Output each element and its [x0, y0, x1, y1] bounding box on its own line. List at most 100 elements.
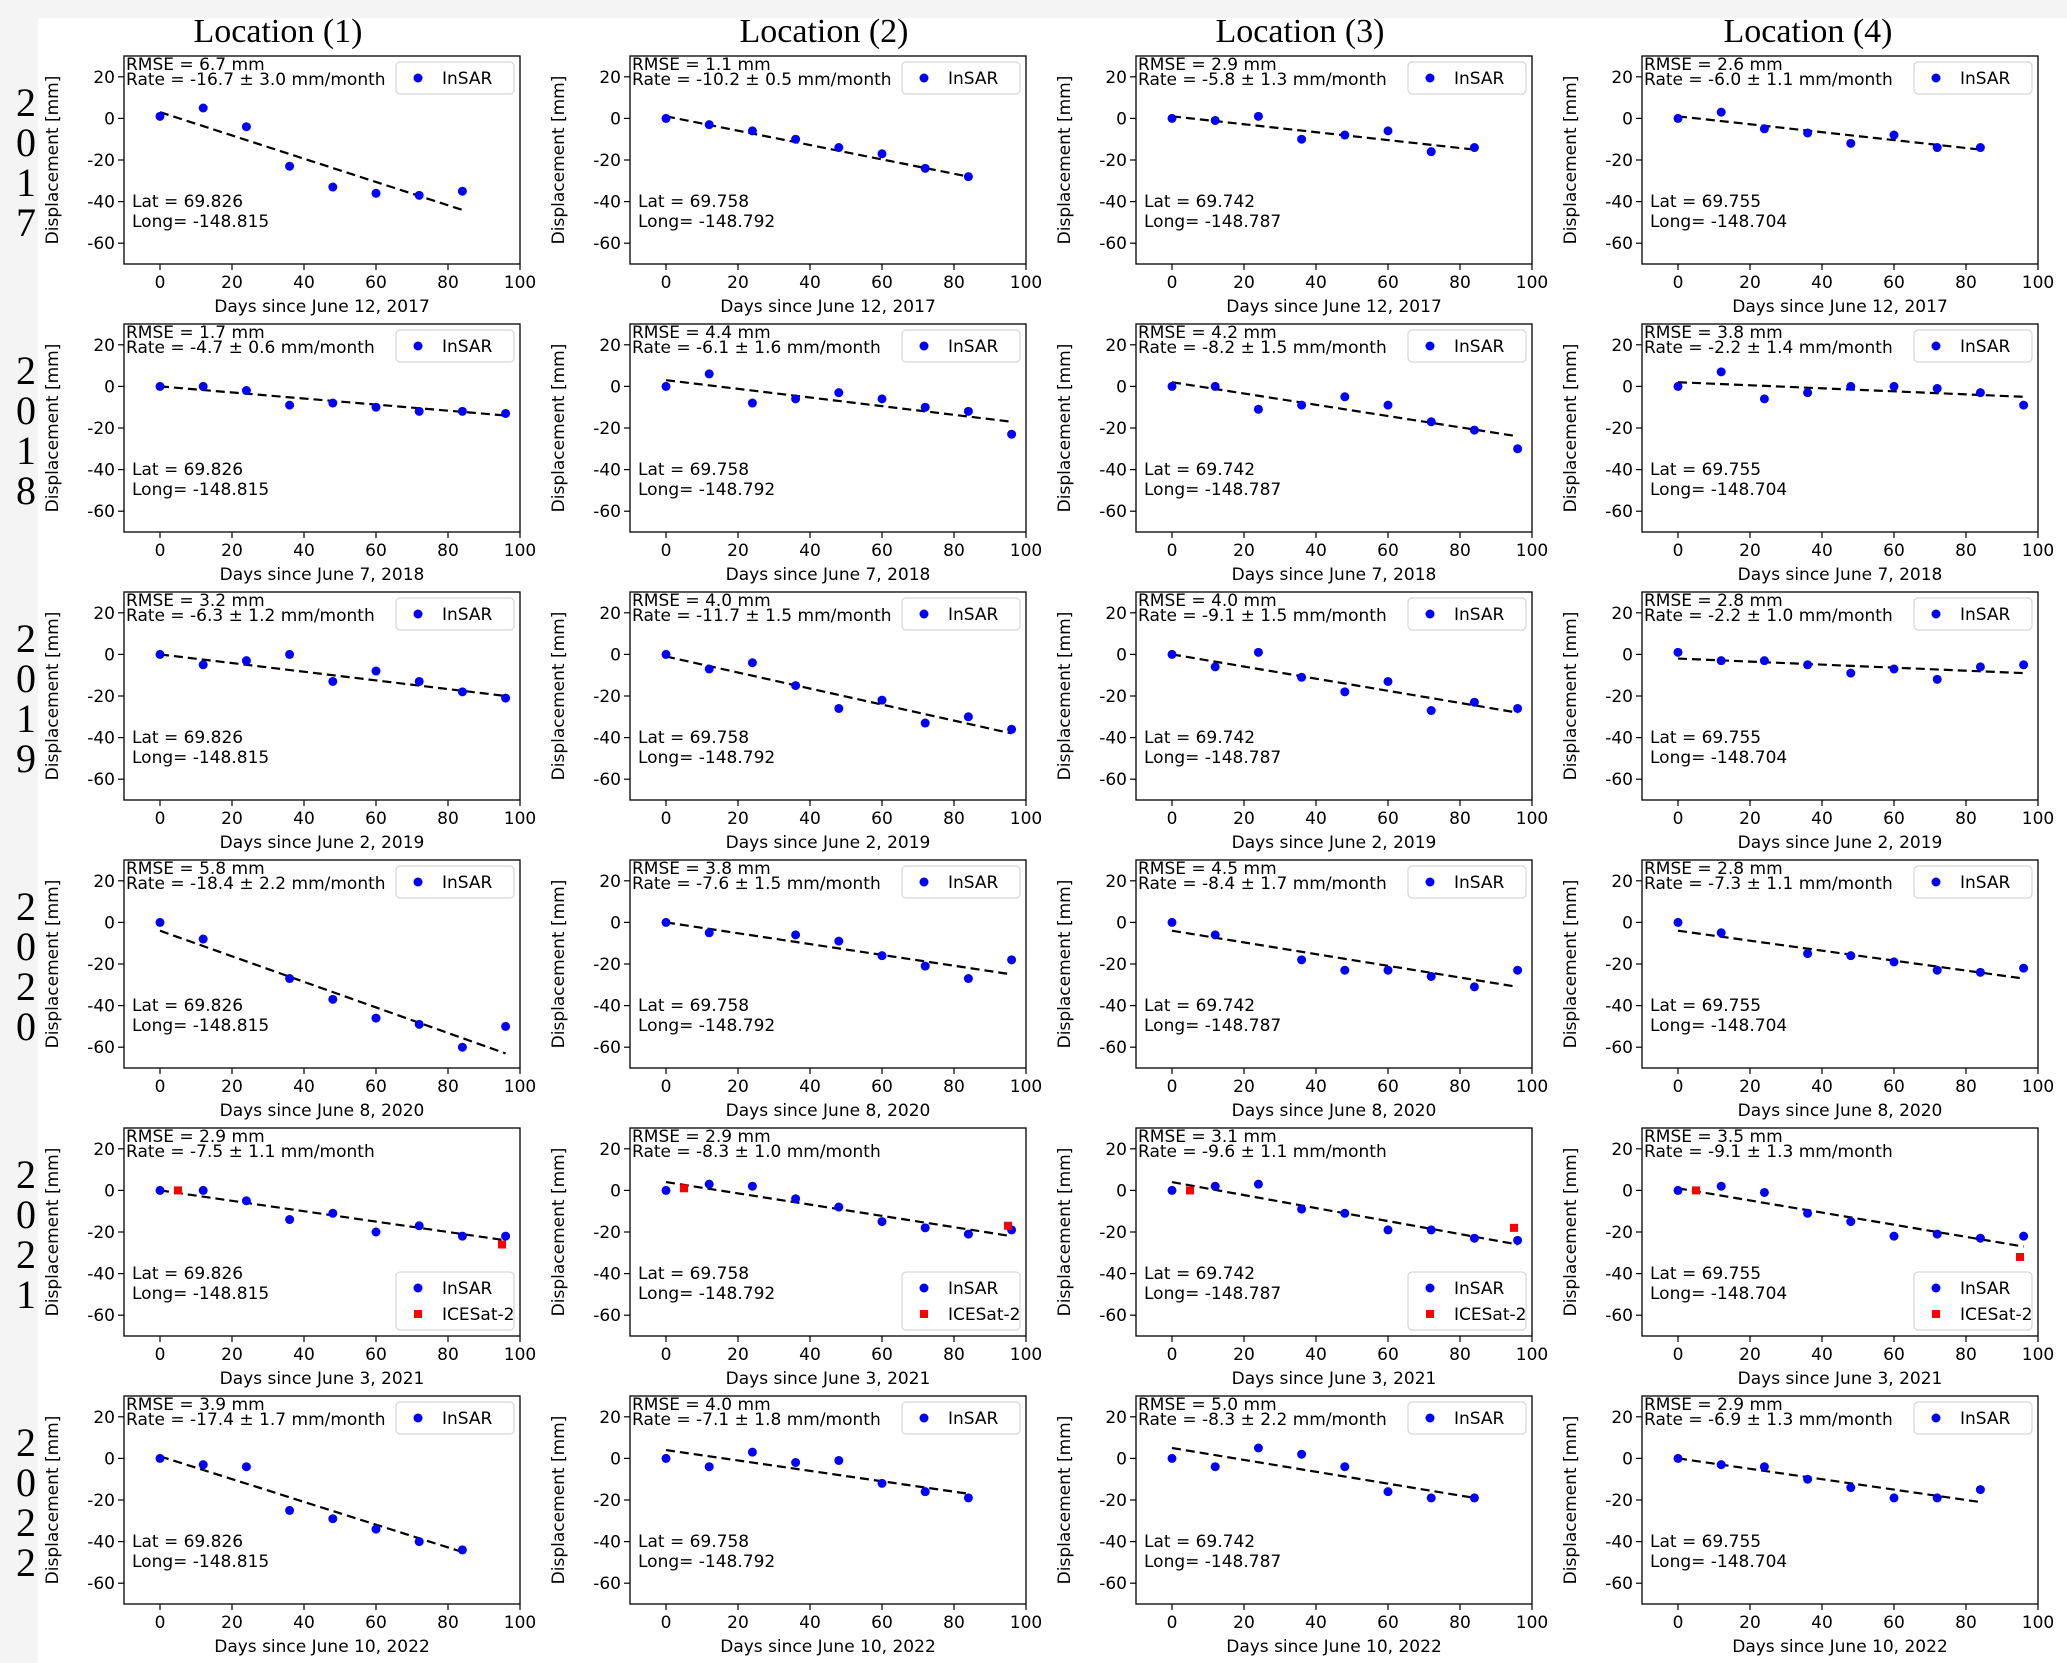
- y-tick-label: -20: [87, 955, 115, 975]
- y-tick-label: 0: [610, 109, 621, 129]
- x-tick-label: 100: [1010, 1077, 1042, 1097]
- x-tick-label: 0: [661, 541, 672, 561]
- y-tick-label: -40: [1099, 193, 1127, 213]
- legend-label: InSAR: [1960, 69, 2011, 89]
- legend-label: InSAR: [1454, 1409, 1505, 1429]
- insar-point: [1210, 1462, 1220, 1472]
- insar-point: [285, 1215, 295, 1225]
- legend-label: InSAR: [442, 69, 493, 89]
- insar-point: [1716, 656, 1726, 666]
- linear-fit-line: [665, 379, 1012, 423]
- insar-point: [1167, 917, 1177, 927]
- x-tick-label: 100: [2022, 1077, 2054, 1097]
- legend-label: InSAR: [1960, 605, 2011, 625]
- x-tick-label: 20: [1233, 1077, 1255, 1097]
- x-tick-label: 80: [1449, 1077, 1471, 1097]
- legend-label: InSAR: [948, 337, 999, 357]
- x-tick-label: 20: [1233, 1613, 1255, 1633]
- legend-marker-icesat2: [1426, 1310, 1434, 1318]
- x-tick-label: 40: [1305, 1077, 1327, 1097]
- insar-point: [155, 111, 165, 121]
- insar-point: [1759, 124, 1769, 134]
- x-axis-label: Days since June 2, 2019: [726, 833, 931, 853]
- y-tick-label: 0: [610, 913, 621, 933]
- legend-box: [1913, 597, 2033, 631]
- insar-point: [328, 1208, 338, 1218]
- lat-annotation: Lat = 69.826: [132, 728, 243, 748]
- y-tick-label: -20: [1099, 687, 1127, 707]
- linear-fit-line: [665, 655, 1012, 735]
- rate-annotation: Rate = -8.3 ± 1.0 mm/month: [632, 1142, 881, 1162]
- rate-annotation: Rate = -11.7 ± 1.5 mm/month: [632, 606, 892, 626]
- icesat2-point: [1692, 1186, 1700, 1195]
- y-tick-label: 0: [1622, 377, 1633, 397]
- x-tick-label: 60: [365, 1077, 387, 1097]
- y-tick-label: 20: [599, 336, 621, 356]
- x-axis-label: Days since June 2, 2019: [220, 833, 425, 853]
- subplot-r1-c3: 0 20 40 60 80 100 20 0 -20 -40 -60 Days since June …: [1055, 55, 1548, 317]
- icesat2-point: [1186, 1186, 1194, 1195]
- insar-point: [1846, 138, 1856, 148]
- x-axis-label: Days since June 12, 2017: [1226, 297, 1442, 317]
- y-tick-label: 20: [1105, 872, 1127, 892]
- y-tick-label: -60: [593, 1306, 621, 1326]
- insar-point: [198, 660, 208, 670]
- rmse-annotation: RMSE = 2.8 mm: [1644, 859, 1783, 879]
- insar-point: [963, 712, 973, 722]
- insar-point: [920, 163, 930, 173]
- x-axis-label: Days since June 7, 2018: [726, 565, 931, 585]
- x-tick-label: 40: [1305, 1345, 1327, 1365]
- y-tick-label: 0: [1116, 1181, 1127, 1201]
- insar-point: [704, 664, 714, 674]
- x-tick-label: 40: [1305, 1613, 1327, 1633]
- subplot-r4-c2: 0 20 40 60 80 100 20 0 -20 -40 -60 Days since June …: [549, 859, 1042, 1121]
- y-tick-label: -60: [593, 1574, 621, 1594]
- x-tick-label: 20: [727, 541, 749, 561]
- rate-annotation: Rate = -16.7 ± 3.0 mm/month: [126, 70, 386, 90]
- rmse-annotation: RMSE = 1.1 mm: [632, 55, 771, 75]
- legend: InSAR ICESat-2: [395, 1271, 515, 1331]
- long-annotation: Long= -148.792: [638, 480, 775, 500]
- x-tick-label: 0: [1673, 1613, 1684, 1633]
- long-annotation: Long= -148.787: [1144, 480, 1281, 500]
- legend-marker-insar: [1931, 1413, 1941, 1423]
- y-axis-label: Displacement [mm]: [1055, 344, 1075, 513]
- insar-point: [1426, 417, 1436, 427]
- linear-fit-line: [665, 921, 1012, 976]
- linear-fit-line: [1171, 1446, 1475, 1500]
- y-axis-label: Displacement [mm]: [549, 1148, 569, 1317]
- x-tick-label: 100: [1010, 1345, 1042, 1365]
- lat-annotation: Lat = 69.742: [1144, 192, 1255, 212]
- insar-point: [414, 676, 424, 686]
- x-tick-label: 80: [1955, 1077, 1977, 1097]
- insar-point: [1469, 1233, 1479, 1243]
- legend-marker-insar: [919, 609, 929, 619]
- insar-point: [1513, 444, 1523, 454]
- subplot-r1-c1: 0 20 40 60 80 100 20 0 -20 -40 -60 Days since June …: [43, 55, 536, 317]
- x-tick-label: 80: [437, 1345, 459, 1365]
- x-tick-label: 20: [1233, 541, 1255, 561]
- insar-point: [963, 1493, 973, 1503]
- x-axis-label: Days since June 2, 2019: [1232, 833, 1437, 853]
- y-tick-label: -20: [593, 151, 621, 171]
- y-tick-label: -40: [1605, 1533, 1633, 1553]
- insar-point: [1975, 662, 1985, 672]
- insar-point: [198, 1460, 208, 1470]
- x-tick-label: 40: [293, 1613, 315, 1633]
- insar-point: [501, 1021, 511, 1031]
- y-tick-label: -60: [1099, 502, 1127, 522]
- y-axis-label: Displacement [mm]: [43, 1148, 63, 1317]
- legend: InSAR: [901, 61, 1021, 95]
- linear-fit-line: [1171, 929, 1518, 988]
- x-tick-label: 20: [1739, 809, 1761, 829]
- legend-box: [901, 61, 1021, 95]
- rate-annotation: Rate = -8.2 ± 1.5 mm/month: [1138, 338, 1387, 358]
- insar-point: [661, 113, 671, 123]
- insar-point: [1383, 676, 1393, 686]
- rate-annotation: Rate = -2.2 ± 1.4 mm/month: [1644, 338, 1893, 358]
- insar-point: [328, 676, 338, 686]
- subplot-r4-c1: 0 20 40 60 80 100 20 0 -20 -40 -60 Days since June …: [43, 859, 536, 1121]
- rmse-annotation: RMSE = 4.0 mm: [632, 1395, 771, 1415]
- y-tick-label: 20: [93, 336, 115, 356]
